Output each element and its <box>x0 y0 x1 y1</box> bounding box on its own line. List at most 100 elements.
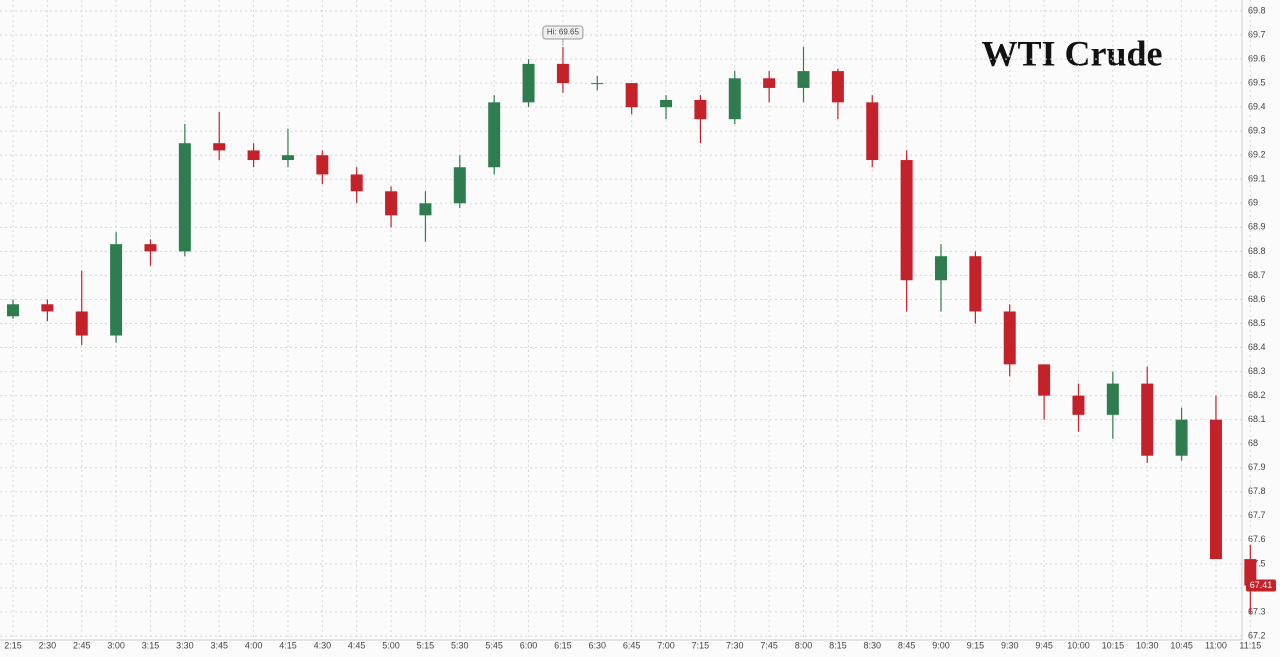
candle-body <box>934 256 947 281</box>
x-tick-label: 3:30 <box>176 640 194 650</box>
y-tick-label: 69.8 <box>1248 5 1266 15</box>
x-tick-label: 5:15 <box>417 640 435 650</box>
x-tick-label: 6:45 <box>623 640 641 650</box>
x-tick-label: 6:00 <box>520 640 538 650</box>
candle-body <box>7 304 19 317</box>
y-tick-label: 68.4 <box>1248 342 1266 352</box>
x-tick-label: 5:45 <box>485 640 503 650</box>
x-tick-label: 4:00 <box>245 640 263 650</box>
x-tick-label: 4:15 <box>279 640 297 650</box>
candle-body <box>453 167 466 204</box>
y-tick-label: 68.6 <box>1248 294 1266 304</box>
y-tick-label: 68.1 <box>1248 414 1266 424</box>
candle-body <box>1209 419 1222 560</box>
y-tick-label: 69.1 <box>1248 174 1266 184</box>
y-tick-label: 68.9 <box>1248 222 1266 232</box>
candle-body <box>213 143 226 151</box>
candle-body <box>1038 364 1051 396</box>
x-tick-label: 6:30 <box>589 640 607 650</box>
candle-body <box>522 63 535 103</box>
x-tick-label: 4:45 <box>348 640 366 650</box>
candle-body <box>350 174 363 192</box>
y-tick-label: 67.6 <box>1248 534 1266 544</box>
x-tick-label: 8:30 <box>863 640 881 650</box>
y-tick-label: 69.7 <box>1248 29 1266 39</box>
candle-body <box>831 71 844 103</box>
candle-body <box>75 311 88 336</box>
x-tick-label: 7:30 <box>726 640 744 650</box>
x-tick-label: 3:15 <box>142 640 160 650</box>
candle-body <box>1175 419 1188 456</box>
y-tick-label: 68.2 <box>1248 390 1266 400</box>
candle-body <box>1106 383 1119 415</box>
x-tick-label: 4:30 <box>314 640 332 650</box>
x-tick-label: 11:15 <box>1239 640 1261 650</box>
x-tick-label: 9:15 <box>967 640 985 650</box>
y-tick-label: 69.2 <box>1248 150 1266 160</box>
candle-body <box>41 304 54 312</box>
annotation-label: Hi: 69.65 <box>547 28 580 37</box>
x-tick-label: 9:30 <box>1001 640 1019 650</box>
y-tick-label: 69 <box>1248 198 1258 208</box>
y-tick-label: 67.9 <box>1248 462 1266 472</box>
y-tick-label: 67.2 <box>1248 630 1266 640</box>
x-tick-label: 5:00 <box>382 640 400 650</box>
candle-body <box>1003 311 1016 365</box>
candle-body <box>694 99 707 120</box>
y-tick-label: 67.5 <box>1248 558 1266 568</box>
y-tick-label: 68 <box>1248 438 1258 448</box>
candle-body <box>591 83 604 85</box>
candle-body <box>419 203 432 216</box>
candle-body <box>281 155 294 161</box>
x-tick-label: 8:00 <box>795 640 813 650</box>
candle-body <box>969 256 982 312</box>
x-tick-label: 8:15 <box>829 640 847 650</box>
x-tick-label: 10:15 <box>1102 640 1125 650</box>
candle-body <box>247 150 260 161</box>
y-tick-label: 69.3 <box>1248 126 1266 136</box>
y-tick-label: 68.3 <box>1248 366 1266 376</box>
x-tick-label: 10:45 <box>1170 640 1193 650</box>
x-tick-label: 10:00 <box>1067 640 1090 650</box>
candle-body <box>110 244 123 336</box>
x-tick-label: 11:00 <box>1205 640 1227 650</box>
candle-body <box>728 78 741 120</box>
y-tick-label: 69.6 <box>1248 53 1266 63</box>
x-tick-label: 6:15 <box>554 640 572 650</box>
x-tick-label: 9:45 <box>1035 640 1053 650</box>
x-tick-label: 2:45 <box>73 640 91 650</box>
candle-body <box>144 244 157 252</box>
candle-body <box>866 102 879 161</box>
candle-body <box>900 160 913 281</box>
x-tick-label: 10:30 <box>1136 640 1159 650</box>
x-tick-label: 3:00 <box>107 640 125 650</box>
y-tick-label: 67.7 <box>1248 510 1266 520</box>
x-tick-label: 5:30 <box>451 640 469 650</box>
candle-body <box>1244 559 1257 586</box>
candle-body <box>625 83 638 108</box>
candle-body <box>556 63 569 84</box>
x-tick-label: 3:45 <box>210 640 228 650</box>
candle-body <box>1141 383 1154 456</box>
candle-body <box>316 155 329 175</box>
x-tick-label: 2:30 <box>39 640 57 650</box>
x-tick-label: 7:15 <box>692 640 710 650</box>
last-price-box <box>1246 579 1276 592</box>
x-tick-label: 9:00 <box>932 640 950 650</box>
candle-body <box>660 99 673 108</box>
candle-body <box>488 102 501 168</box>
candle-body <box>797 71 810 88</box>
candle-body <box>385 191 398 216</box>
last-price-label: 67.41 <box>1250 580 1273 590</box>
y-tick-label: 67.8 <box>1248 486 1266 496</box>
y-tick-label: 69.4 <box>1248 102 1266 112</box>
annotation-box <box>542 25 584 40</box>
chart-title: WTI Crude <box>981 33 1162 73</box>
x-tick-label: 8:45 <box>898 640 916 650</box>
x-tick-label: 7:00 <box>657 640 675 650</box>
candle-body <box>763 78 776 88</box>
y-tick-label: 68.5 <box>1248 318 1266 328</box>
